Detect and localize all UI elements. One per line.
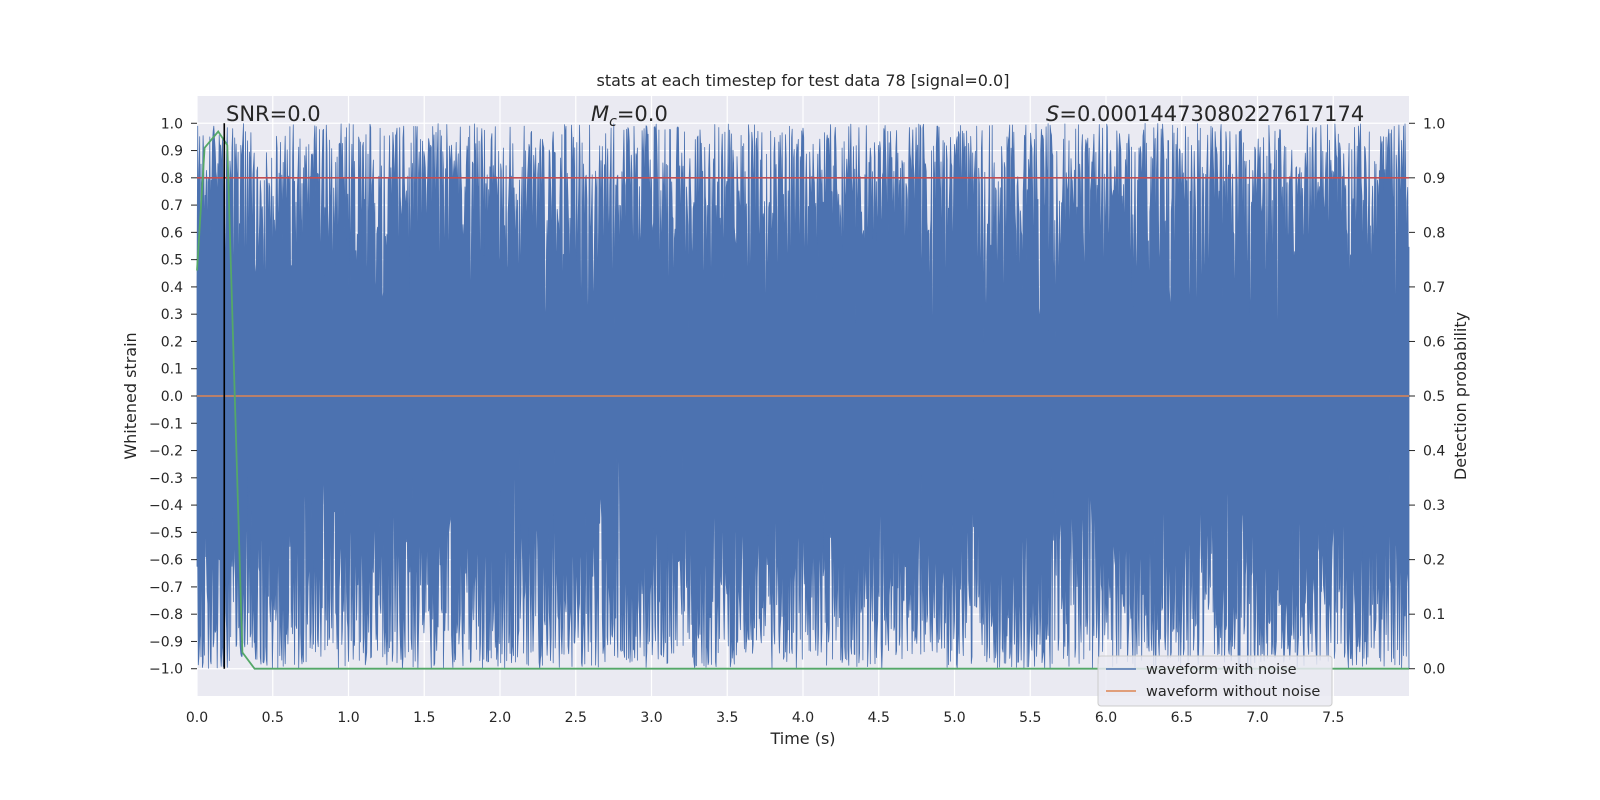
chart-title: stats at each timestep for test data 78 … [597,71,1010,90]
y-tick-label-right: 0.0 [1423,662,1445,678]
y-tick-label-right: 0.1 [1423,607,1445,623]
s-symbol: S [1046,102,1059,126]
x-axis-label: Time (s) [769,729,835,748]
y-tick-label-left: −0.4 [149,498,183,514]
s-annotation: S=0.00014473080227617174 [1046,102,1364,126]
x-tick-label: 4.5 [868,710,890,726]
x-tick-label: 1.0 [337,710,359,726]
x-tick-label: 7.5 [1322,710,1344,726]
y-tick-label-left: 0.2 [161,334,183,350]
legend-label-with-noise: waveform with noise [1146,662,1297,678]
y-tick-label-right: 0.8 [1423,225,1445,241]
y-tick-label-right: 0.2 [1423,553,1445,569]
y-tick-label-left: 0.3 [161,307,183,323]
snr-annotation: SNR=0.0 [226,102,321,126]
mc-symbol: M [591,102,609,126]
x-tick-label: 3.5 [716,710,738,726]
y-tick-label-right: 0.6 [1423,334,1445,350]
x-tick-label: 6.0 [1095,710,1117,726]
y-tick-label-left: −0.2 [149,444,183,460]
y-tick-label-right: 0.5 [1423,389,1445,405]
x-tick-label: 1.5 [413,710,435,726]
y-tick-label-left: −0.9 [149,634,183,650]
y-tick-label-left: 0.0 [161,389,183,405]
mc-value: =0.0 [617,102,668,126]
x-tick-label: 2.0 [489,710,511,726]
y-tick-label-left: −1.0 [149,662,183,678]
y-tick-label-left: 0.6 [161,225,183,241]
y-tick-label-right: 0.3 [1423,498,1445,514]
y-tick-label-left: −0.3 [149,471,183,487]
y-tick-label-left: −0.5 [149,525,183,541]
y-tick-label-left: 0.7 [161,198,183,214]
x-tick-label: 6.5 [1171,710,1193,726]
legend-box [1097,655,1333,707]
y-axis-label-left: Whitened strain [121,332,140,459]
x-tick-label: 5.5 [1019,710,1041,726]
y-tick-label-left: −0.1 [149,416,183,432]
y-tick-label-right: 0.7 [1423,280,1445,296]
y-tick-label-left: −0.8 [149,607,183,623]
detection-probability-line [196,130,1409,670]
y-tick-label-left: −0.7 [149,580,183,596]
y-tick-label-left: −0.6 [149,553,183,569]
y-tick-label-left: 0.5 [161,253,183,269]
x-axis: 0.0 0.5 1.0 1.5 2.0 2.5 3.0 3.5 4.0 4.5 5.0 5.5 6.0 6… [186,710,1345,726]
y-tick-label-left: 0.1 [161,362,183,378]
x-tick-label: 3.0 [640,710,662,726]
x-tick-label: 0.0 [186,710,208,726]
x-tick-label: 2.5 [565,710,587,726]
x-tick-label: 7.0 [1246,710,1268,726]
y-tick-label-left: 1.0 [161,116,183,132]
y-axis-label-right: Detection probability [1451,312,1470,480]
y-tick-label-right: 0.9 [1423,171,1445,187]
legend: waveform with noise waveform without noi… [1097,655,1333,707]
y-tick-label-left: 0.4 [161,280,183,296]
y-tick-label-right: 0.4 [1423,444,1445,460]
overlay-series [196,123,1409,670]
mc-subscript: c [609,114,617,130]
y-axis-right: 1.0 0.9 0.8 0.7 0.6 0.5 0.4 0.3 0.2 0.1 0.0 [1409,116,1445,678]
s-value: =0.00014473080227617174 [1059,102,1364,126]
x-tick-label: 5.0 [943,710,965,726]
legend-label-without-noise: waveform without noise [1146,684,1320,700]
x-tick-label: 0.5 [262,710,284,726]
y-tick-label-left: 0.8 [161,171,183,187]
mc-annotation: Mc=0.0 [591,102,668,130]
y-tick-label-right: 1.0 [1423,116,1445,132]
y-tick-label-left: 0.9 [161,144,183,160]
x-tick-label: 4.0 [792,710,814,726]
y-axis-left: 1.0 0.9 0.8 0.7 0.6 0.5 0.4 0.3 0.2 0.1 0.0 −0.1 −0.… [149,116,197,678]
